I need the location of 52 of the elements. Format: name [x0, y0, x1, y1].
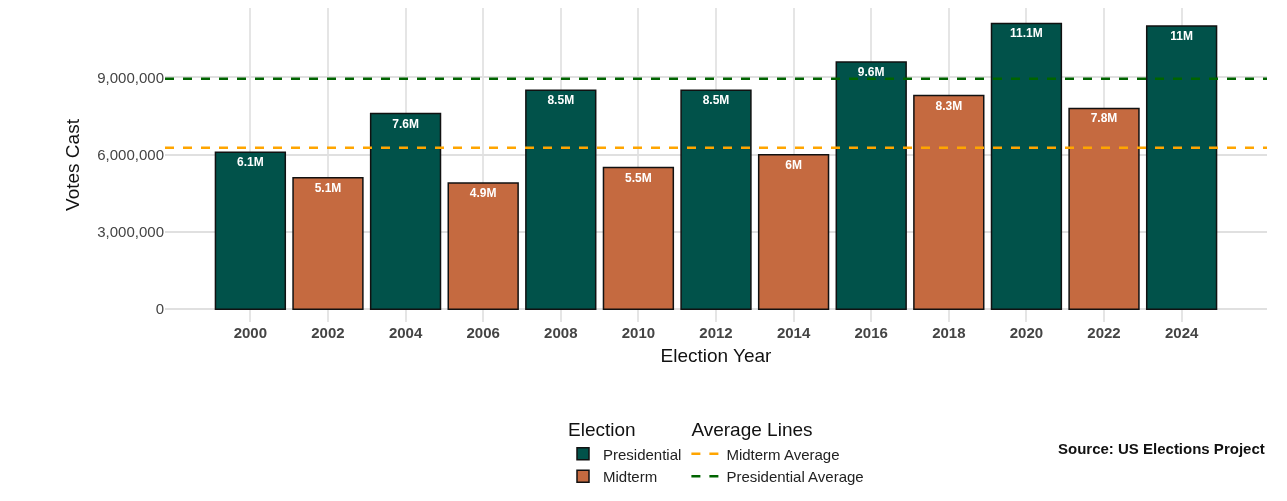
x-tick-label: 2014 — [776, 324, 811, 341]
data-label: 5.1M — [314, 180, 342, 195]
legend-label: Presidential — [603, 445, 682, 463]
x-axis-title: Election Year — [660, 344, 773, 366]
x-tick-label: 2006 — [466, 324, 500, 341]
x-tick-label: 2010 — [621, 324, 656, 341]
source-note: Source: US Elections Project — [1058, 440, 1265, 457]
data-label: 6.1M — [237, 155, 264, 170]
bar — [1145, 25, 1218, 310]
bar — [835, 61, 907, 310]
data-label: 8.5M — [702, 93, 730, 108]
data-label: 9.6M — [857, 65, 885, 80]
x-tick-label: 2000 — [233, 324, 268, 341]
bar — [292, 177, 364, 310]
bar — [913, 94, 985, 310]
legend-label: Presidential Average — [726, 468, 864, 486]
bar — [1068, 107, 1140, 310]
y-axis-title: Votes Cast — [62, 118, 84, 211]
y-tick-label: 9,000,000 — [97, 68, 164, 86]
legend-label: Midterm — [603, 468, 658, 486]
bar — [757, 153, 830, 310]
bar — [990, 22, 1063, 310]
x-tick-label: 2022 — [1087, 324, 1121, 341]
data-label: 11.1M — [1010, 26, 1043, 41]
x-tick-label: 2018 — [932, 324, 966, 341]
data-label: 11M — [1170, 29, 1193, 44]
bar — [214, 151, 287, 310]
x-tick-label: 2016 — [854, 324, 888, 341]
x-tick-label: 2012 — [699, 324, 733, 341]
x-tick-label: 2002 — [311, 324, 345, 341]
legend-label: Midterm Average — [726, 445, 840, 463]
x-tick-label: 2024 — [1164, 324, 1199, 341]
y-tick-label: 3,000,000 — [97, 223, 164, 241]
bar — [525, 89, 597, 310]
bar — [447, 182, 519, 310]
data-label: 4.9M — [469, 186, 497, 201]
data-label: 7.6M — [392, 116, 419, 131]
data-label: 5.5M — [625, 170, 652, 185]
data-label: 8.3M — [935, 98, 963, 113]
data-label: 8.5M — [547, 93, 575, 108]
x-tick-label: 2004 — [388, 324, 423, 341]
bar — [602, 166, 675, 310]
data-label: 6M — [785, 157, 802, 172]
bar — [369, 112, 442, 310]
y-tick-label: 0 — [155, 300, 164, 318]
text: Average Lines — [691, 419, 813, 441]
x-tick-label: 2008 — [544, 324, 578, 341]
legend-title: Election — [568, 419, 636, 441]
bar — [680, 89, 752, 310]
x-tick-label: 2020 — [1009, 324, 1044, 341]
y-tick-label: 6,000,000 — [97, 145, 164, 163]
data-label: 7.8M — [1090, 111, 1118, 126]
